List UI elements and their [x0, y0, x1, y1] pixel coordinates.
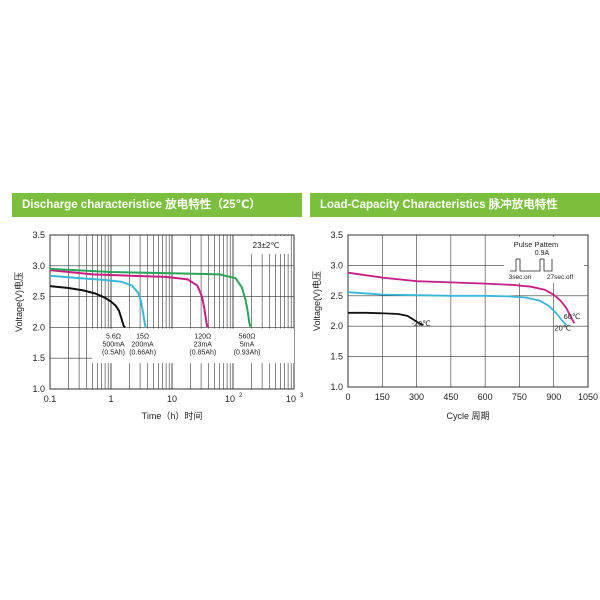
x-tick-label: 600 [478, 392, 493, 402]
y-tick-label: 3.5 [330, 230, 343, 240]
x-tick-label: 1050 [578, 392, 598, 402]
series-label: 500mA [102, 342, 125, 349]
y-tick-label: 1.5 [32, 353, 45, 363]
y-tick-label: 2.5 [330, 291, 343, 301]
y-tick-label: 3.0 [32, 261, 45, 271]
x-tick-exponent: 3 [300, 393, 304, 399]
y-tick-label: 3.0 [330, 260, 343, 270]
discharge-panel: Discharge characteristice 放电特性（25℃） 3.5 3… [12, 193, 304, 421]
x-tick-label: 150 [375, 392, 390, 402]
x-tick-label: 1 [108, 394, 113, 404]
series-temp-label: 60℃ [564, 312, 581, 321]
x-tick-label: 900 [546, 392, 561, 402]
discharge-title: Discharge characteristice 放电特性（25℃） [12, 193, 302, 217]
x-tick-label: 300 [409, 392, 424, 402]
series-line-black [348, 311, 424, 326]
y-tick-label: 2.5 [32, 292, 45, 302]
series-line-magenta [49, 269, 209, 328]
x-tick-label: 450 [443, 392, 458, 402]
series-label: 5.6Ω [106, 334, 121, 341]
y-tick-label: 3.5 [32, 230, 45, 240]
series-label: 5mA [240, 342, 255, 349]
y-tick-label: 1.0 [32, 384, 45, 394]
series-line-magenta [347, 271, 576, 324]
series-line-cyan [49, 274, 147, 328]
pulse-title: Pulse Pattem [514, 240, 559, 249]
x-tick-label: 10 [286, 394, 296, 404]
discharge-chart: 3.5 3.0 2.5 2.0 1.5 1.00.1 1 10 10 2 10 3 Time（h）时间 V… [13, 230, 304, 421]
series-label: (0.66Ah) [129, 350, 156, 357]
series-label: (0.85Ah) [189, 350, 216, 357]
series-temp-label: 20℃ [554, 323, 571, 332]
y-axis-title: Voltage(V)电压 [311, 271, 322, 331]
load-capacity-panel: Load-Capacity Characteristics 脉冲放电特性 3.5… [310, 193, 600, 421]
pulse-on-label: 3sec.on [509, 274, 532, 281]
y-tick-label: 2.0 [330, 321, 343, 331]
x-tick-label: 0 [345, 392, 350, 402]
x-axis-title: Time（h）时间 [142, 410, 203, 421]
x-tick-label: 10 [167, 394, 177, 404]
series-label: (0.5Ah) [102, 350, 125, 357]
temp-box [242, 236, 290, 254]
series-temp-label: -20℃ [412, 319, 431, 328]
series-line-black [49, 285, 126, 329]
x-tick-label: 10 [225, 394, 235, 404]
pulse-off-label: 27sec.off [547, 274, 573, 281]
x-axis-title: Cycle 周期 [446, 411, 489, 421]
series-label: 15Ω [136, 334, 149, 341]
y-tick-label: 1.0 [330, 382, 343, 392]
load-capacity-chart: 3.5 3.0 2.5 2.0 1.5 1.00 150 300 450 600 750 900 105… [311, 230, 598, 421]
series-label: (0.93Ah) [234, 350, 261, 357]
series-label: 200mA [132, 342, 155, 349]
pulse-current: 0.9A [535, 250, 550, 257]
load-capacity-title: Load-Capacity Characteristics 脉冲放电特性 [310, 193, 600, 217]
x-tick-label: 750 [512, 392, 527, 402]
y-tick-label: 2.0 [32, 322, 45, 332]
y-tick-label: 1.5 [330, 352, 343, 362]
x-tick-exponent: 2 [239, 393, 243, 399]
temperature-note: 23±2℃ [253, 241, 280, 250]
y-axis-title: Voltage(V)电压 [13, 272, 24, 332]
label-box [92, 328, 294, 364]
x-tick-label: 0.1 [44, 394, 57, 404]
series-label: 23mA [194, 342, 213, 349]
pulse-waveform [510, 258, 553, 272]
series-line-cyan [347, 291, 567, 326]
series-label: 560Ω [239, 334, 256, 341]
series-label: 120Ω [194, 334, 211, 341]
series-line-green [49, 267, 252, 328]
